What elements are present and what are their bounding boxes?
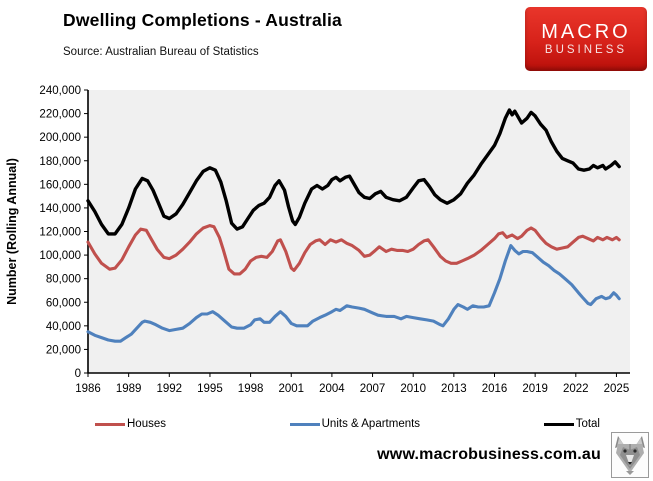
x-tick-label: 1986 xyxy=(75,383,101,395)
source-caption: Source: Australian Bureau of Statistics xyxy=(63,46,259,58)
x-tick-label: 2007 xyxy=(360,383,386,395)
series-line-houses xyxy=(86,224,621,276)
total-line-swatch xyxy=(543,422,574,426)
x-tick-label: 2022 xyxy=(563,383,589,395)
units-line-swatch xyxy=(289,422,320,426)
y-axis-title: Number (Rolling Annual) xyxy=(5,158,19,305)
x-tick-label: 2010 xyxy=(400,383,426,395)
x-tick-label: 2001 xyxy=(278,383,304,395)
x-tick-label: 1992 xyxy=(157,383,183,395)
y-tick-label: 80,000 xyxy=(46,274,81,286)
y-tick-label: 0 xyxy=(75,368,81,380)
wolf-head-icon xyxy=(615,436,645,475)
logo-text-business: BUSINESS xyxy=(544,43,628,56)
legend-label: Houses xyxy=(127,418,166,430)
chart-legend: Houses Units & Apartments Total xyxy=(95,418,600,430)
legend-item-units: Units & Apartments xyxy=(289,418,421,430)
x-tick-label: 1998 xyxy=(238,383,264,395)
macrobusiness-logo: MACRO BUSINESS xyxy=(525,7,647,71)
y-tick-label: 220,000 xyxy=(39,109,81,121)
series-line-units-apartments xyxy=(86,244,621,343)
series-line-total xyxy=(86,108,621,236)
website-url: www.macrobusiness.com.au xyxy=(377,446,601,463)
y-tick-label: 120,000 xyxy=(39,227,81,239)
y-tick-label: 180,000 xyxy=(39,156,81,168)
plot-area xyxy=(88,90,630,373)
y-tick-label: 160,000 xyxy=(39,179,81,191)
y-tick-label: 100,000 xyxy=(39,250,81,262)
legend-label: Units & Apartments xyxy=(321,418,421,430)
y-tick-label: 60,000 xyxy=(46,297,81,309)
x-tick-label: 2016 xyxy=(482,383,508,395)
y-tick-label: 200,000 xyxy=(39,132,81,144)
legend-item-houses: Houses xyxy=(95,418,166,430)
y-tick-label: 20,000 xyxy=(46,344,81,356)
x-tick-label: 2004 xyxy=(319,383,345,395)
x-tick-label: 1995 xyxy=(197,383,223,395)
logo-text-macro: MACRO xyxy=(541,20,631,43)
x-tick-label: 2025 xyxy=(604,383,630,395)
page-title: Dwelling Completions - Australia xyxy=(63,10,342,30)
y-tick-label: 40,000 xyxy=(46,321,81,333)
axes xyxy=(87,90,630,374)
houses-line-swatch xyxy=(95,422,125,426)
y-tick-label: 240,000 xyxy=(39,85,81,97)
legend-label: Total xyxy=(575,418,600,430)
x-tick-label: 1989 xyxy=(116,383,142,395)
wolf-logo-frame xyxy=(611,432,649,478)
x-tick-label: 2013 xyxy=(441,383,467,395)
x-tick-label: 2019 xyxy=(522,383,548,395)
y-tick-label: 140,000 xyxy=(39,203,81,215)
legend-item-total: Total xyxy=(543,418,600,430)
